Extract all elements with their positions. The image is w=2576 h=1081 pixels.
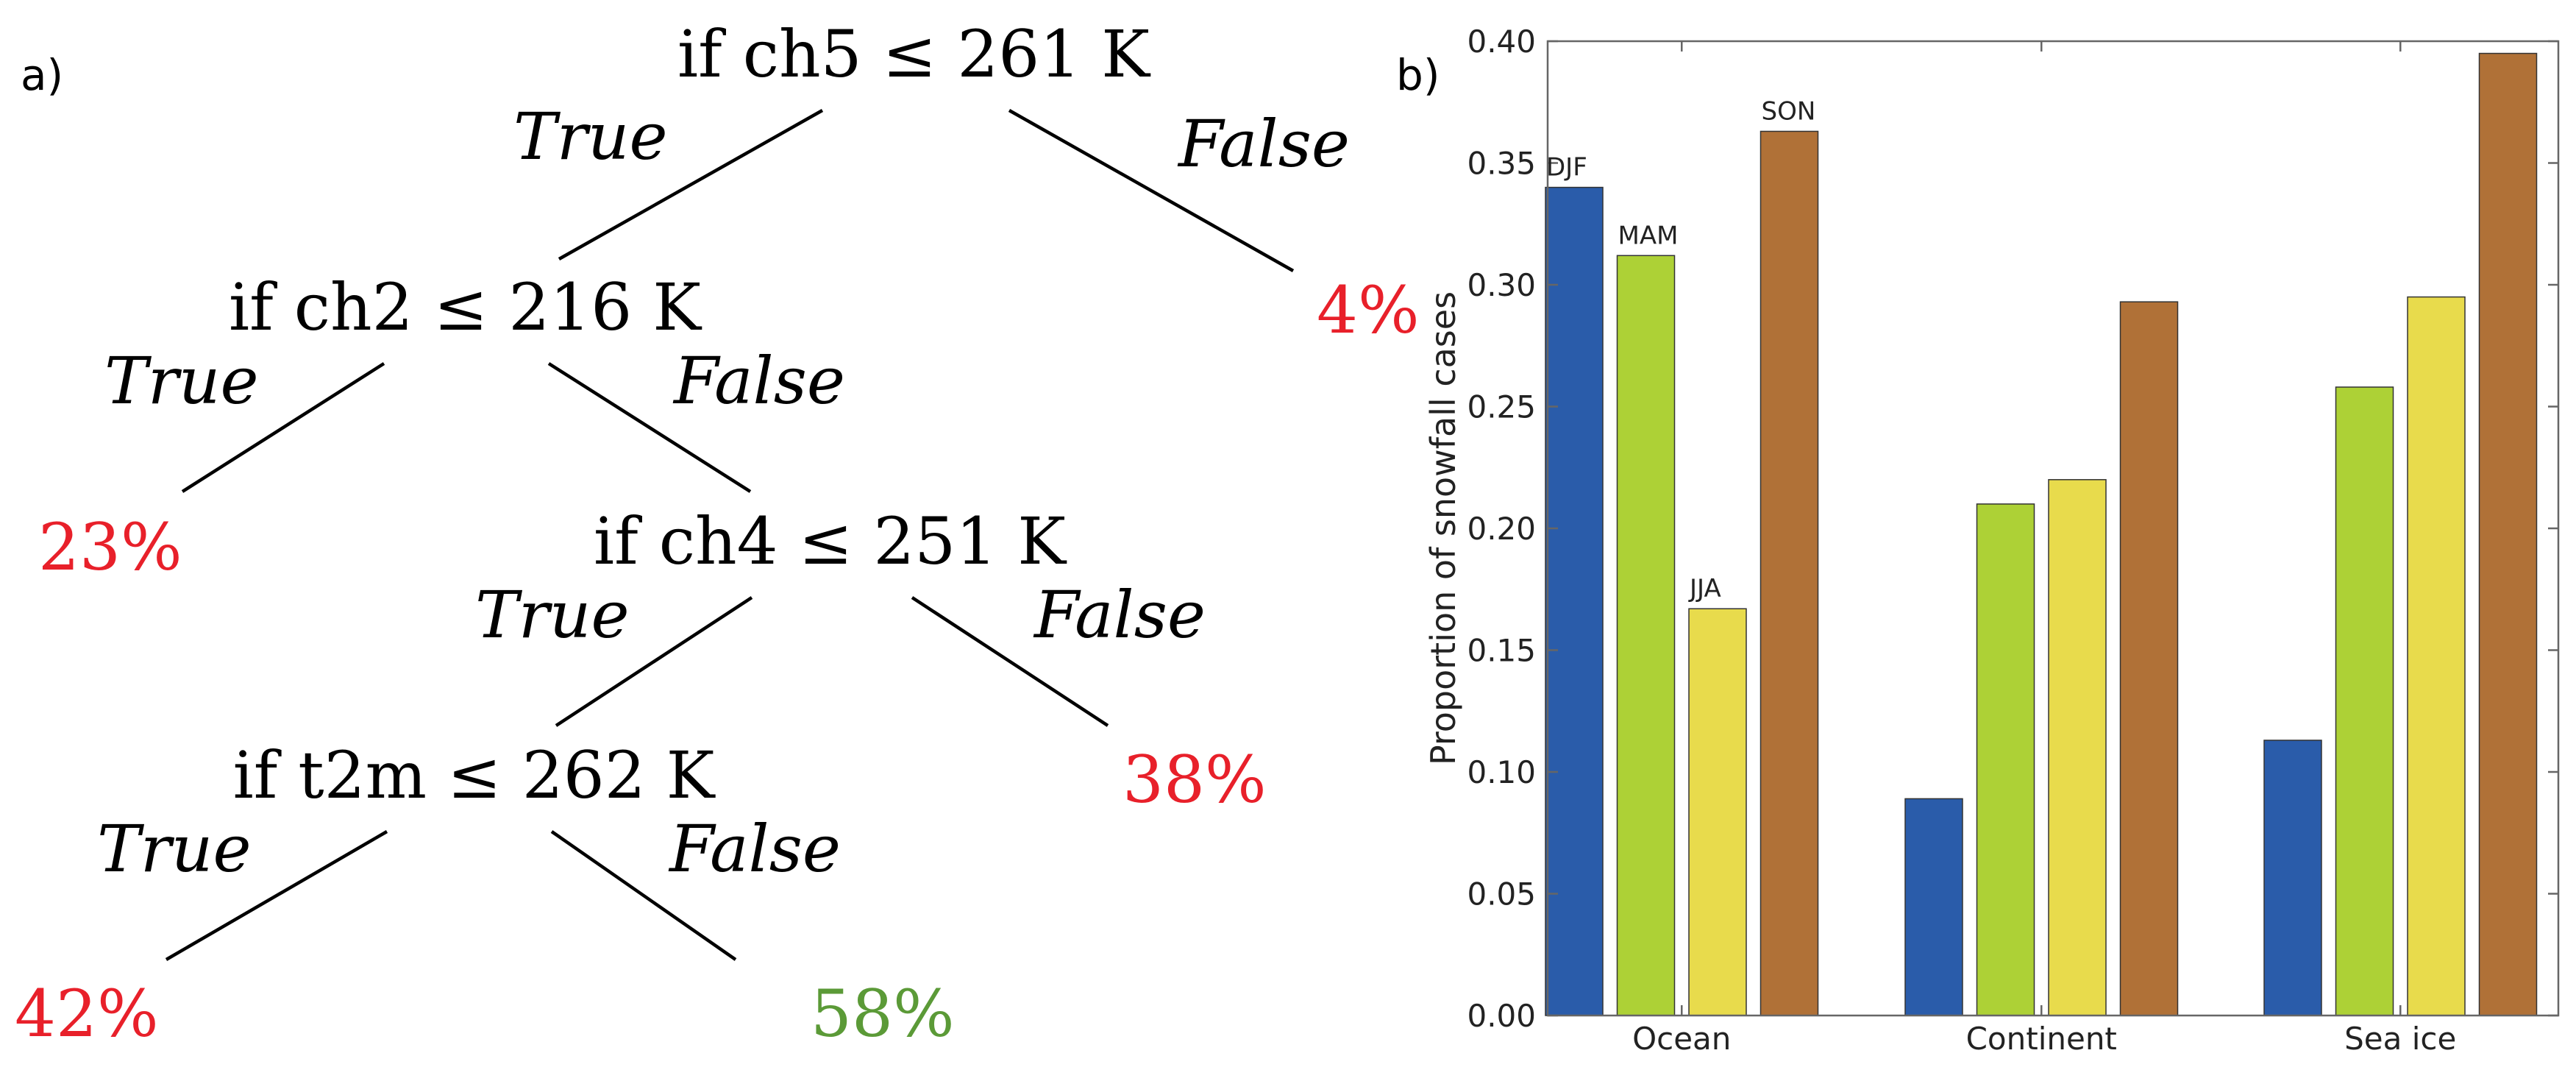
node-ch2: if ch2 ≤ 216 K [229,269,702,345]
decision-tree: a) if ch5 ≤ 261 K if ch2 ≤ 216 K if ch4 … [15,16,1420,1052]
node-ch4: if ch4 ≤ 251 K [594,503,1067,579]
y-tick-label: 0.35 [1467,146,1536,182]
x-tick-label-continent: Continent [1966,1021,2117,1057]
bar-continent-mam [1976,503,2035,1016]
edge-n1-false [1008,109,1295,272]
edge-n2-true [181,362,385,493]
bar-label-djf: DJF [1546,153,1587,182]
bar-label-jja: JJA [1688,574,1721,603]
edge-n3-false [911,596,1109,727]
y-tick-label: 0.00 [1467,998,1536,1034]
y-axis-ticks: 0.00 0.05 0.10 0.15 0.20 0.25 0.30 0.35 0.40 [1467,24,2558,1034]
bar-labels: DJF MAM JJA SON [1546,96,1815,603]
edge-n2-false [547,362,752,493]
bar-ocean-mam [1616,255,1676,1016]
x-axis-ticks: Ocean Continent Sea ice [1632,41,2456,1057]
bar-chart: b) 0.000.050.100.150.200.250.300.350.40 … [1396,24,2560,1057]
y-tick-label: 0.25 [1467,389,1536,425]
node-t2m: if t2m ≤ 262 K [233,737,716,813]
bars-group [1545,52,2538,1016]
bar-sea-ice-mam [2335,386,2394,1016]
bar-continent-jja [2048,479,2107,1016]
bar-ocean-jja [1688,608,1747,1016]
node-ch5: if ch5 ≤ 261 K [677,16,1151,92]
leaf-58pct: 58% [811,976,955,1052]
leaf-38pct: 38% [1122,742,1267,818]
y-tick-label: 0.30 [1467,267,1536,303]
leaf-42pct: 42% [15,976,159,1052]
branch-n4-true: True [97,811,252,887]
y-tick-label: 0.15 [1467,633,1536,669]
branch-n3-false: False [1033,577,1206,653]
bar-ocean-djf [1545,186,1604,1016]
branch-n3-true: True [475,577,630,653]
bar-sea-ice-son [2478,52,2538,1016]
y-tick-label: 0.10 [1467,754,1536,790]
edge-n3-true [555,596,753,727]
y-axis-title: Proportion of snowfall cases [1423,291,1463,765]
bar-continent-djf [1904,798,1963,1016]
bar-sea-ice-djf [2263,740,2322,1016]
branch-n2-true: True [104,343,259,419]
branch-n1-true: True [513,99,668,174]
bar-continent-son [2119,301,2179,1016]
branch-n4-false: False [668,811,841,887]
edge-n4-true [165,830,388,961]
bar-label-mam: MAM [1618,221,1679,250]
leaf-4pct: 4% [1317,272,1420,348]
x-tick-label-ocean: Ocean [1632,1021,1731,1057]
panel-b-label: b) [1396,50,1440,100]
y-tick-label: 0.40 [1467,24,1536,60]
x-tick-label-sea-ice: Sea ice [2344,1021,2456,1057]
bar-ocean-son [1760,130,1819,1016]
panel-a-label: a) [21,50,63,100]
plot-frame [1546,40,2560,1017]
bar-label-son: SON [1762,96,1816,126]
y-tick-label: 0.20 [1467,511,1536,547]
branch-n2-false: False [672,343,845,419]
bar-sea-ice-jja [2407,296,2466,1016]
y-tick-label: 0.05 [1467,876,1536,912]
edge-n1-true [558,109,824,260]
edge-n4-false [550,830,737,961]
leaf-23pct: 23% [38,509,182,585]
branch-n1-false: False [1177,106,1350,182]
